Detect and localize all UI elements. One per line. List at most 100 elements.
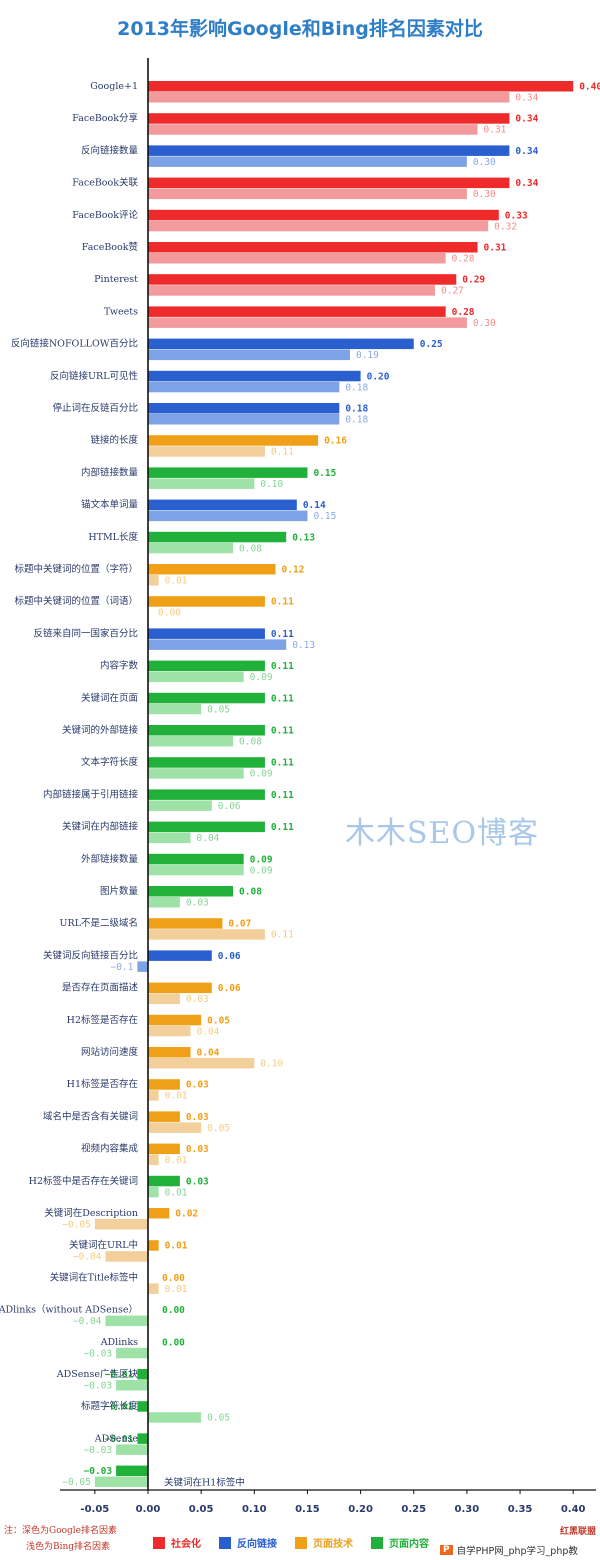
bar-bing [116, 1444, 148, 1455]
bar-bing [148, 1058, 255, 1069]
category-label: FaceBook赞 [82, 241, 139, 253]
category-label: 视频内容集成 [81, 1143, 139, 1155]
category-label: 外部链接数量 [81, 853, 139, 865]
bar-google [148, 660, 265, 672]
footer-text: 自学PHP网_php学习_php教 [456, 1546, 578, 1557]
category-label: 标题中关键词的位置（词语） [14, 595, 138, 607]
bar-bing [148, 993, 180, 1005]
value-label-bing: 0.09 [250, 769, 273, 780]
bar-bing [148, 349, 350, 361]
value-label-google: 0.15 [313, 468, 336, 479]
category-label: 关键词的外部链接 [62, 724, 139, 736]
value-label-bing: 0.10 [260, 1059, 283, 1070]
value-label-bing: −0.03 [84, 1348, 113, 1359]
value-label-google: 0.11 [271, 661, 294, 672]
value-label-google: 0.33 [505, 210, 528, 221]
bar-google [148, 982, 212, 994]
value-label-google: 0.13 [292, 532, 315, 543]
value-label-bing: 0.05 [207, 704, 230, 715]
legend-swatch-backlink [219, 1536, 231, 1549]
x-tick-label: 0.35 [508, 1504, 533, 1515]
value-label-google: 0.03 [186, 1176, 209, 1187]
note-google: 注：深色为Google排名因素 [4, 1526, 117, 1536]
bar-bing [148, 381, 340, 393]
bar-google [148, 209, 499, 221]
bar-google [137, 1401, 148, 1412]
x-tick-label: 0.30 [455, 1504, 480, 1515]
category-label: 反向链接数量 [81, 144, 139, 156]
category-label: 内容字数 [100, 660, 139, 672]
legend-swatch-content [371, 1536, 383, 1549]
bar-google [137, 1433, 148, 1444]
value-label-bing: 0.11 [271, 930, 294, 941]
bar-google [148, 467, 308, 478]
bar-google [148, 274, 457, 285]
category-label: 锚文本单词量 [81, 499, 139, 511]
bar-google [148, 1079, 180, 1090]
value-label-bing: 0.01 [165, 1091, 188, 1102]
value-label-bing: 0.03 [186, 898, 209, 909]
value-label-bing: 0.05 [207, 1123, 230, 1134]
value-label-google: −0.01 [105, 1434, 134, 1445]
note-bing: 浅色为Bing排名因素 [26, 1542, 111, 1552]
bar-bing [148, 800, 212, 811]
bar-bing [148, 253, 446, 264]
value-label-bing: 0.28 [452, 254, 475, 265]
category-label: 反向链接NOFOLLOW百分比 [11, 338, 138, 350]
legend-swatch-tech [295, 1536, 307, 1549]
value-label-bing: 0.13 [292, 640, 315, 651]
x-tick-label: 0.00 [136, 1504, 161, 1515]
value-label-bing: −0.03 [84, 1381, 113, 1392]
value-label-google: 0.02 [175, 1209, 198, 1220]
value-label-google: 0.11 [271, 822, 294, 833]
bar-google [148, 306, 446, 317]
bar-google [148, 1143, 180, 1155]
category-label: 关键词在Description [44, 1207, 138, 1219]
bar-google [148, 338, 414, 350]
legend: 社会化 反向链接 页面技术 页面内容 [153, 1535, 429, 1550]
bar-bing [148, 832, 191, 844]
value-label-google: 0.11 [271, 758, 294, 769]
bar-bing [148, 510, 308, 522]
legend-item-tech: 页面技术 [295, 1535, 353, 1550]
category-label: URL不是二级域名 [60, 917, 138, 929]
bar-google [148, 1014, 202, 1026]
value-label-google: 0.00 [162, 1305, 185, 1316]
value-label-bing: 0.34 [515, 93, 538, 104]
category-label: ADlinks [100, 1337, 138, 1348]
value-label-google: 0.25 [420, 339, 443, 350]
bar-google [148, 113, 510, 124]
value-label-bing: 0.08 [239, 543, 262, 554]
category-label: FaceBook评论 [72, 209, 138, 221]
bar-google [148, 628, 265, 639]
bar-bing [148, 446, 265, 457]
value-label-google: 0.03 [186, 1144, 209, 1155]
x-tick-label: 0.40 [561, 1504, 586, 1515]
value-label-google: 0.04 [197, 1048, 220, 1059]
value-label-google: 0.34 [515, 146, 538, 157]
bar-bing [105, 1251, 148, 1262]
category-label: 图片数量 [100, 885, 139, 897]
category-label: 域名中是否含有关键词 [43, 1110, 138, 1122]
bar-bing [148, 1412, 202, 1423]
bar-bing [94, 1476, 148, 1488]
value-label-bing: 0.04 [197, 833, 220, 844]
category-label: 关键词在H1标签中 [164, 1477, 245, 1489]
bar-bing [148, 1090, 159, 1101]
category-label: 文本字符长度 [81, 756, 139, 768]
bar-bing [148, 542, 234, 554]
bar-google [116, 1465, 148, 1477]
legend-label-tech: 页面技术 [313, 1539, 353, 1550]
value-label-bing: −0.04 [73, 1252, 102, 1263]
bar-google [148, 177, 510, 189]
value-label-bing: 0.18 [345, 415, 368, 426]
value-label-google: 0.11 [271, 790, 294, 801]
category-label: 链接的长度 [90, 434, 138, 446]
value-label-google: 0.16 [324, 436, 347, 447]
bar-google [148, 1111, 180, 1122]
value-label-bing: −0.03 [84, 1445, 113, 1456]
value-label-bing: 0.27 [441, 286, 464, 297]
value-label-bing: 0.30 [473, 189, 496, 200]
value-label-google: 0.31 [484, 243, 507, 254]
value-label-bing: 0.01 [165, 1284, 188, 1295]
